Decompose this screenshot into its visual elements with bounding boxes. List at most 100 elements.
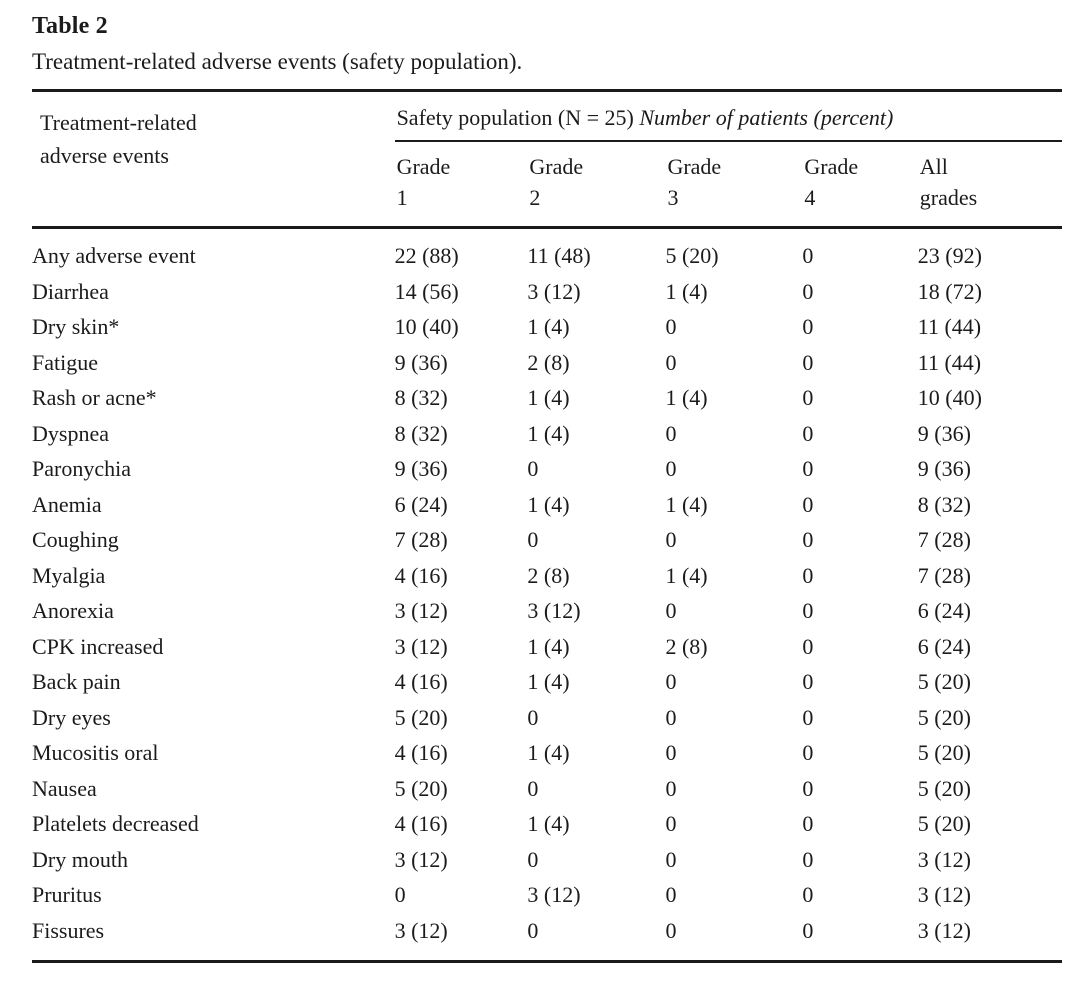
number-of-patients-label: Number of patients (percent) [639, 105, 894, 130]
table-row: Coughing 7 (28) 0 0 0 7 (28) [32, 522, 1062, 558]
value-cell: 3 (12) [917, 917, 971, 943]
value-cell: 0 [802, 278, 814, 304]
value-cell: 23 (92) [917, 243, 982, 268]
value-cell: 0 [802, 349, 814, 375]
value-cell: 6 (24) [917, 598, 971, 623]
value-cell: 7 (28) [917, 562, 971, 588]
value-cell: 0 [527, 456, 539, 481]
adverse-event-label: Nausea [32, 775, 97, 801]
value-cell: 0 [802, 775, 814, 801]
table-header: Treatment-related adverse events Safety … [32, 90, 1062, 228]
adverse-event-label: Back pain [32, 669, 121, 694]
value-cell: 1 (4) [527, 420, 570, 446]
value-cell: 11 (44) [917, 314, 982, 339]
value-cell: 4 (16) [394, 811, 448, 836]
table-row: Nausea 5 (20) 0 0 0 5 (20) [32, 771, 1062, 807]
table-body: Any adverse event 22 (88) 11 (48) 5 (20) 0 23… [32, 228, 1062, 962]
value-cell: 0 [527, 527, 539, 552]
value-cell: 1 (4) [665, 562, 708, 588]
value-cell: 0 [802, 740, 814, 765]
value-cell: 0 [665, 669, 677, 694]
value-cell: 0 [802, 456, 814, 481]
value-cell: 0 [665, 882, 677, 907]
adverse-event-label: Myalgia [32, 562, 106, 588]
adverse-event-label: Fatigue [32, 349, 98, 375]
value-cell: 10 (40) [394, 314, 459, 339]
value-cell: 1 (4) [527, 669, 570, 694]
value-cell: 0 [665, 811, 677, 836]
value-cell: 4 (16) [394, 669, 448, 694]
value-cell: 8 (32) [394, 420, 448, 446]
column-header-grade-3: Grade 3 [667, 154, 722, 210]
adverse-event-label: Dry skin* [32, 314, 120, 339]
value-cell: 7 (28) [394, 527, 448, 552]
value-cell: 9 (36) [394, 349, 448, 375]
value-cell: 0 [802, 314, 814, 339]
value-cell: 0 [665, 775, 677, 801]
value-cell: 0 [802, 420, 814, 446]
adverse-event-label: Fissures [32, 917, 105, 943]
table-row: Dyspnea 8 (32) 1 (4) 0 0 9 (36) [32, 416, 1062, 452]
value-cell: 0 [802, 527, 814, 552]
table-row: CPK increased 3 (12) 1 (4) 2 (8) 0 6 (24) [32, 629, 1062, 665]
value-cell: 10 (40) [917, 385, 982, 410]
table-row: Mucositis oral 4 (16) 1 (4) 0 0 5 (20) [32, 735, 1062, 771]
value-cell: 0 [665, 314, 677, 339]
value-cell: 5 (20) [917, 740, 971, 765]
table-row: Anemia 6 (24) 1 (4) 1 (4) 0 8 (32) [32, 487, 1062, 523]
value-cell: 3 (12) [394, 633, 448, 659]
adverse-event-label: Dyspnea [32, 420, 109, 446]
column-header-grade-1: Grade 1 [396, 154, 451, 210]
adverse-event-label: Platelets decreased [32, 811, 199, 836]
value-cell: 3 (12) [527, 882, 581, 907]
value-cell: 5 (20) [917, 811, 971, 836]
value-cell: 0 [527, 846, 539, 872]
value-cell: 0 [802, 917, 814, 943]
value-cell: 5 (20) [917, 775, 971, 801]
value-cell: 0 [665, 846, 677, 872]
value-cell: 0 [527, 917, 539, 943]
value-cell: 14 (56) [394, 278, 459, 304]
table-row: Fissures 3 (12) 0 0 0 3 (12) [32, 913, 1062, 962]
value-cell: 3 (12) [917, 882, 971, 907]
value-cell: 3 (12) [527, 598, 581, 623]
column-header-safety-population: Safety population (N = 25) Number of pat… [394, 90, 1062, 142]
value-cell: 2 (8) [527, 562, 570, 588]
value-cell: 0 [527, 704, 539, 730]
value-cell: 7 (28) [917, 527, 971, 552]
value-cell: 3 (12) [394, 846, 448, 872]
value-cell: 5 (20) [394, 704, 448, 730]
column-header-grade-2: Grade 2 [529, 154, 584, 210]
value-cell: 3 (12) [394, 598, 448, 623]
value-cell: 6 (24) [394, 491, 448, 517]
adverse-events-table: Treatment-related adverse events Safety … [32, 89, 1062, 963]
value-cell: 5 (20) [665, 243, 719, 268]
adverse-event-label: Anemia [32, 491, 102, 517]
adverse-event-label: Rash or acne* [32, 385, 157, 410]
value-cell: 1 (4) [527, 491, 570, 517]
header-row-grades: Grade 1 Grade 2 Grade 3 Grade 4 All grad… [32, 141, 1062, 228]
value-cell: 4 (16) [394, 562, 448, 588]
value-cell: 1 (4) [527, 314, 570, 339]
value-cell: 4 (16) [394, 740, 448, 765]
value-cell: 0 [665, 740, 677, 765]
value-cell: 1 (4) [665, 278, 708, 304]
value-cell: 0 [527, 775, 539, 801]
column-header-grade-4: Grade 4 [804, 154, 859, 210]
adverse-event-label: Mucositis oral [32, 740, 159, 765]
table-row: Diarrhea 14 (56) 3 (12) 1 (4) 0 18 (72) [32, 274, 1062, 310]
value-cell: 1 (4) [527, 740, 570, 765]
adverse-event-label: Coughing [32, 527, 119, 552]
value-cell: 3 (12) [917, 846, 971, 872]
value-cell: 11 (44) [917, 349, 982, 375]
value-cell: 6 (24) [917, 633, 971, 659]
safety-population-label: Safety population (N = 25) [396, 105, 640, 130]
value-cell: 9 (36) [394, 456, 448, 481]
table-row: Fatigue 9 (36) 2 (8) 0 0 11 (44) [32, 345, 1062, 381]
value-cell: 0 [665, 349, 677, 375]
column-header-all-grades: All grades [919, 154, 978, 210]
value-cell: 0 [802, 491, 814, 517]
value-cell: 0 [802, 243, 814, 268]
value-cell: 5 (20) [917, 669, 971, 694]
